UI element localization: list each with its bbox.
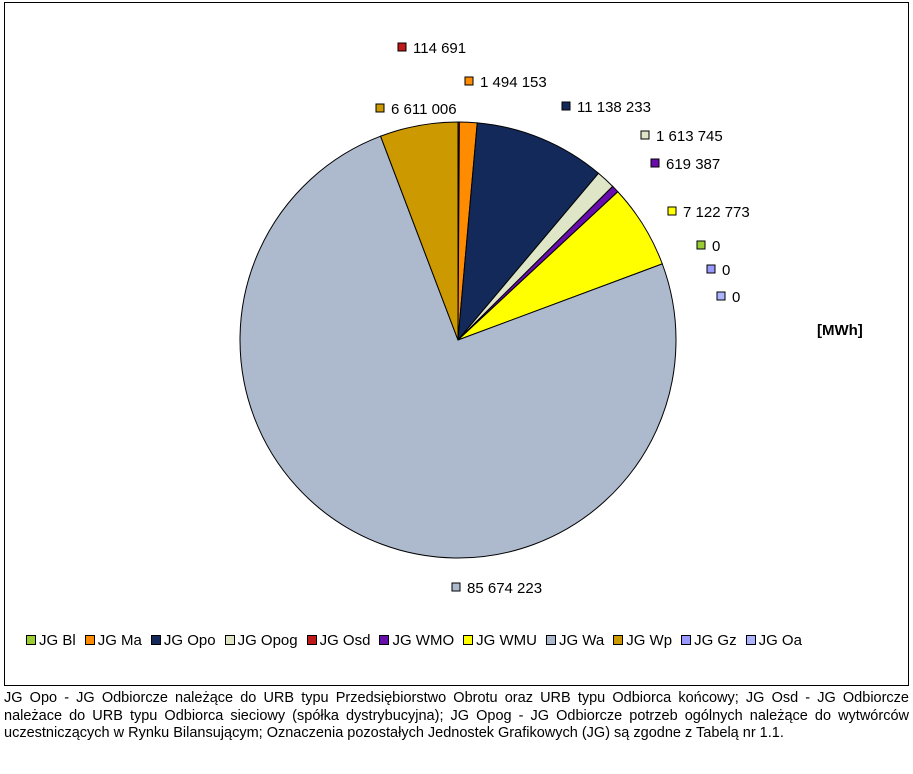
legend-item-jg-ma: JG Ma: [84, 631, 142, 649]
data-label-jg-opo: 11 138 233: [561, 99, 651, 116]
data-label-jg-bl: 0: [696, 238, 720, 255]
pie-slice-jg-opo: [457, 122, 600, 342]
chart-legend: JG Bl JG Ma JG Opo JG Opog JG Osd JG WMO JG WM…: [26, 630, 811, 650]
data-label-text: 85 674 223: [467, 580, 542, 597]
data-label-swatch: [640, 130, 650, 140]
pie-slice-jg-wa: [239, 135, 677, 559]
legend-swatch: [224, 635, 235, 645]
data-label-jg-wa: 85 674 223: [451, 580, 542, 597]
legend-label: JG WMO: [392, 631, 455, 649]
chart-footnote: JG Opo - JG Odbiorcze należące do URB ty…: [4, 690, 909, 741]
data-label-swatch: [696, 240, 706, 250]
data-label-text: 0: [712, 238, 720, 255]
pie-data-labels: 114 691 1 494 153 11 138 233 1 613 745 619 3…: [375, 40, 750, 597]
data-label-swatch: [451, 582, 461, 592]
data-label-jg-oa: 0: [716, 289, 740, 306]
pie-chart: 114 691 1 494 153 11 138 233 1 613 745 619 3…: [239, 40, 750, 597]
data-label-swatch: [397, 42, 407, 52]
legend-label: JG WMU: [476, 631, 537, 649]
legend-label: JG Ma: [97, 631, 142, 649]
legend-label: JG Gz: [694, 631, 737, 649]
data-label-text: 1 494 153: [480, 74, 547, 91]
legend-label: JG Opog: [237, 631, 298, 649]
legend-swatch: [26, 635, 36, 645]
legend-label: JG Wp: [626, 631, 673, 649]
legend-swatch: [613, 635, 624, 645]
legend-label: JG Opo: [163, 631, 216, 649]
data-label-text: 1 613 745: [656, 128, 723, 145]
data-label-swatch: [561, 101, 571, 111]
data-label-jg-wp: 6 611 006: [375, 101, 457, 118]
legend-item-jg-wp: JG Wp: [613, 632, 672, 649]
legend-swatch: [681, 635, 692, 645]
data-label-text: 0: [732, 289, 740, 306]
data-label-jg-wmu: 7 122 773: [667, 204, 750, 221]
data-label-jg-wmo: 619 387: [650, 156, 720, 173]
data-label-text: 11 138 233: [577, 99, 651, 116]
legend-label: JG Wa: [558, 631, 605, 649]
data-label-text: 619 387: [666, 156, 720, 173]
legend-swatch: [84, 635, 95, 645]
data-label-swatch: [650, 158, 660, 168]
pie-slices: [239, 121, 677, 559]
legend-swatch: [150, 635, 161, 645]
data-label-text: 6 611 006: [391, 101, 457, 118]
legend-swatch: [379, 635, 390, 645]
data-label-jg-gz: 0: [706, 262, 730, 279]
legend-item-jg-opo: JG Opo: [150, 631, 216, 649]
legend-swatch: [306, 635, 317, 645]
data-label-swatch: [375, 103, 385, 113]
legend-item-jg-wmo: JG WMO: [379, 632, 454, 649]
legend-item-jg-wa: JG Wa: [545, 631, 605, 649]
data-label-text: 114 691: [413, 40, 466, 57]
data-label-jg-osd: 114 691: [397, 40, 466, 57]
legend-swatch: [745, 635, 756, 645]
legend-label: JG Oa: [758, 631, 802, 649]
legend-item-jg-wmu: JG WMU: [463, 632, 537, 649]
legend-swatch: [545, 635, 556, 645]
legend-label: JG Osd: [319, 631, 371, 649]
data-label-swatch: [464, 76, 474, 86]
pie-slice-jg-wp: [379, 121, 459, 341]
data-label-text: 0: [722, 262, 730, 279]
data-label-swatch: [716, 291, 726, 301]
legend-item-jg-bl: JG Bl: [26, 632, 76, 649]
data-label-text: 7 122 773: [683, 204, 750, 221]
legend-item-jg-osd: JG Osd: [306, 631, 371, 649]
data-label-jg-opog: 1 613 745: [640, 128, 723, 145]
legend-item-jg-opog: JG Opog: [224, 631, 298, 649]
unit-label: [MWh]: [817, 322, 863, 339]
data-label-swatch: [667, 206, 677, 216]
legend-item-jg-gz: JG Gz: [681, 632, 737, 649]
data-label-swatch: [706, 264, 716, 274]
legend-item-jg-oa: JG Oa: [745, 631, 802, 649]
legend-label: JG Bl: [39, 631, 76, 649]
data-label-jg-ma: 1 494 153: [464, 74, 547, 91]
legend-swatch: [463, 635, 474, 645]
